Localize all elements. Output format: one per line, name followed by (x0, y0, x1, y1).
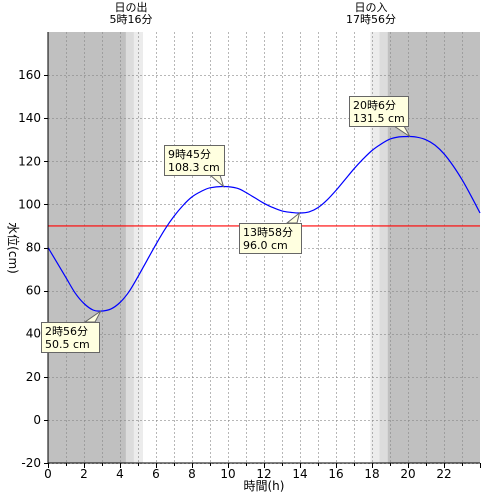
tide-curve-group (47, 135, 481, 312)
x-tick-label: 16 (328, 467, 343, 481)
x-axis-title: 時間(h) (244, 479, 285, 493)
x-tick-label: 20 (400, 467, 415, 481)
y-tick-label: 40 (26, 327, 41, 341)
x-tick-label: 2 (80, 467, 88, 481)
y-tick-label: 120 (18, 154, 41, 168)
sunset-label: 日の入 17時56分 (346, 1, 396, 26)
annotation-time: 2時56分 (45, 325, 88, 338)
x-tick-label: 4 (116, 467, 124, 481)
y-axis: -20 0 20 40 60 80 100 120 140 160 (18, 68, 48, 470)
x-tick-label: 6 (152, 467, 160, 481)
y-tick-label: 20 (26, 370, 41, 384)
y-tick-label: 160 (18, 68, 41, 82)
x-tick-label: 10 (220, 467, 235, 481)
annotation-level: 131.5 cm (353, 112, 405, 125)
x-tick-label: 22 (436, 467, 451, 481)
dusk-twilight-band (379, 32, 388, 463)
annotation-level: 108.3 cm (168, 161, 220, 174)
sunrise-label-line2: 5時16分 (110, 13, 153, 26)
sunset-label-line2: 17時56分 (346, 13, 396, 26)
annotation-level: 50.5 cm (45, 338, 90, 351)
y-axis-title: 水位(cm) (6, 222, 21, 274)
annotation-box (164, 145, 225, 176)
y-tick-label: 60 (26, 284, 41, 298)
y-tick-label: 100 (18, 197, 41, 211)
sunrise-label-line1: 日の出 (115, 0, 148, 14)
annotation-level: 96.0 cm (243, 239, 288, 252)
y-tick-label: 140 (18, 111, 41, 125)
sunrise-label: 日の出 5時16分 (110, 0, 153, 26)
x-axis: 0 2 4 6 8 10 12 14 16 18 20 22 (44, 463, 481, 481)
sunset-label-line1: 日の入 (355, 1, 388, 14)
annotation-box (239, 223, 302, 254)
dawn-light-band (133, 32, 143, 463)
x-tick-label: 12 (256, 467, 271, 481)
x-tick-label: 14 (292, 467, 307, 481)
annotation-time: 9時45分 (168, 148, 211, 161)
y-tick-label: -20 (21, 456, 41, 470)
dusk-light-band (370, 32, 380, 463)
x-tick-label: 18 (364, 467, 379, 481)
tide-curve (47, 135, 481, 312)
annotation-time: 20時6分 (353, 99, 396, 112)
annotation-box (41, 322, 100, 353)
y-tick-label: 0 (33, 413, 41, 427)
x-tick-label: 8 (188, 467, 196, 481)
x-tick-label: 0 (44, 467, 52, 481)
annotation-time: 13時58分 (243, 226, 293, 239)
y-tick-label: 80 (26, 241, 41, 255)
annotation-box (349, 96, 409, 127)
